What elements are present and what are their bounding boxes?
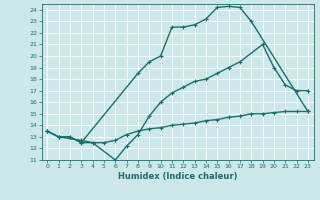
X-axis label: Humidex (Indice chaleur): Humidex (Indice chaleur) bbox=[118, 172, 237, 181]
